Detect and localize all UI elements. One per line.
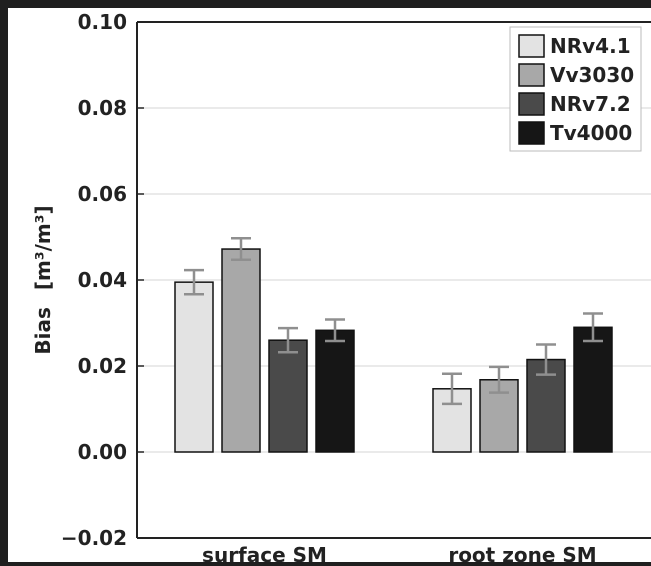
x-tick-label: surface SM [202, 543, 327, 562]
y-axis-label: Bias [m³/m³] [31, 205, 55, 354]
legend-swatch [518, 34, 545, 58]
x-axis: surface SM root zone SM [137, 537, 651, 566]
legend-label: NRv4.1 [550, 34, 631, 58]
y-axis: −0.02 0.00 0.02 0.04 0.06 0.08 0.10 [61, 10, 651, 550]
y-tick-label: 0.06 [78, 182, 127, 206]
legend-swatch [518, 63, 545, 87]
bar-series [174, 237, 613, 453]
bar [221, 248, 261, 453]
legend-label: Vv3030 [550, 63, 634, 87]
y-axis-unit: [m³/m³] [31, 205, 55, 290]
y-tick-label: 0.04 [78, 268, 127, 292]
y-tick-label: 0.08 [78, 96, 127, 120]
legend-swatch [518, 121, 545, 145]
bar [174, 281, 214, 453]
legend: NRv4.1 Vv3030 NRv7.2 Tv4000 [509, 26, 642, 152]
left-bar [0, 0, 8, 562]
x-tick-label: root zone SM [448, 543, 596, 562]
top-bar [0, 0, 651, 8]
y-axis-label-text: Bias [31, 307, 55, 355]
legend-swatch [518, 92, 545, 116]
y-tick-label: 0.10 [78, 10, 127, 34]
bar [315, 329, 355, 453]
legend-label: Tv4000 [550, 121, 632, 145]
legend-label: NRv7.2 [550, 92, 631, 116]
bar [573, 326, 613, 453]
y-tick-label: −0.02 [61, 526, 127, 550]
y-tick-label: 0.00 [78, 440, 127, 464]
bar [268, 339, 308, 453]
y-tick-label: 0.02 [78, 354, 127, 378]
